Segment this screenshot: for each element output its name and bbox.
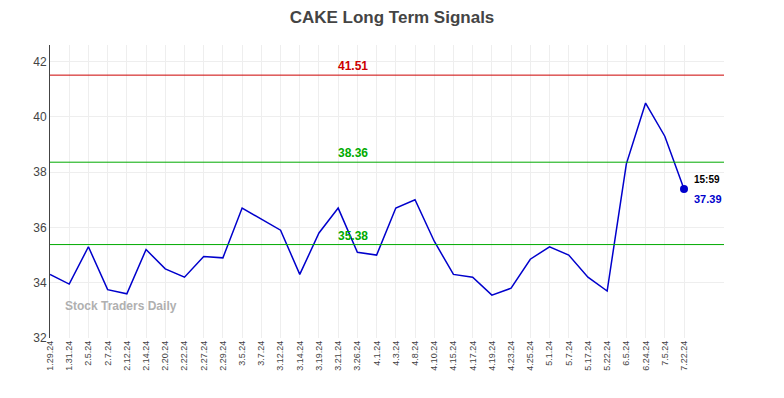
svg-text:2.7.24: 2.7.24	[103, 341, 113, 366]
svg-text:6.24.24: 6.24.24	[641, 341, 651, 371]
svg-text:CAKE Long Term Signals: CAKE Long Term Signals	[290, 8, 495, 27]
svg-text:3.7.24: 3.7.24	[256, 341, 266, 366]
svg-text:7.22.24: 7.22.24	[679, 341, 689, 371]
svg-text:37.39: 37.39	[694, 193, 722, 205]
svg-text:2.22.24: 2.22.24	[179, 341, 189, 371]
svg-text:38.36: 38.36	[338, 146, 368, 160]
svg-text:1.31.24: 1.31.24	[64, 341, 74, 371]
svg-text:3.19.24: 3.19.24	[314, 341, 324, 371]
svg-text:41.51: 41.51	[338, 59, 368, 73]
svg-text:5.7.24: 5.7.24	[564, 341, 574, 366]
svg-text:2.5.24: 2.5.24	[83, 341, 93, 366]
svg-text:3.26.24: 3.26.24	[352, 341, 362, 371]
svg-text:2.27.24: 2.27.24	[199, 341, 209, 371]
svg-text:38: 38	[33, 165, 47, 179]
svg-text:4.19.24: 4.19.24	[487, 341, 497, 371]
svg-text:3.21.24: 3.21.24	[333, 341, 343, 371]
svg-text:5.1.24: 5.1.24	[544, 341, 554, 366]
svg-text:32: 32	[33, 331, 47, 345]
svg-text:3.14.24: 3.14.24	[295, 341, 305, 371]
svg-text:5.22.24: 5.22.24	[602, 341, 612, 371]
svg-text:4.15.24: 4.15.24	[448, 341, 458, 371]
svg-text:35.38: 35.38	[338, 229, 368, 243]
svg-text:4.25.24: 4.25.24	[525, 341, 535, 371]
svg-text:4.8.24: 4.8.24	[410, 341, 420, 366]
svg-text:36: 36	[33, 221, 47, 235]
svg-text:15:59: 15:59	[694, 174, 720, 185]
svg-text:3.12.24: 3.12.24	[275, 341, 285, 371]
svg-text:7.5.24: 7.5.24	[660, 341, 670, 366]
svg-text:4.3.24: 4.3.24	[391, 341, 401, 366]
svg-text:6.5.24: 6.5.24	[621, 341, 631, 366]
svg-text:40: 40	[33, 110, 47, 124]
svg-text:34: 34	[33, 276, 47, 290]
svg-text:42: 42	[33, 55, 47, 69]
svg-text:1.29.24: 1.29.24	[45, 341, 55, 371]
svg-text:3.5.24: 3.5.24	[237, 341, 247, 366]
svg-text:2.12.24: 2.12.24	[122, 341, 132, 371]
svg-text:2.29.24: 2.29.24	[218, 341, 228, 371]
svg-text:Stock Traders Daily: Stock Traders Daily	[65, 299, 177, 313]
svg-text:5.17.24: 5.17.24	[583, 341, 593, 371]
svg-text:4.10.24: 4.10.24	[429, 341, 439, 371]
svg-text:2.14.24: 2.14.24	[141, 341, 151, 371]
svg-text:2.20.24: 2.20.24	[160, 341, 170, 371]
svg-text:4.1.24: 4.1.24	[372, 341, 382, 366]
svg-text:4.23.24: 4.23.24	[506, 341, 516, 371]
svg-text:4.17.24: 4.17.24	[468, 341, 478, 371]
